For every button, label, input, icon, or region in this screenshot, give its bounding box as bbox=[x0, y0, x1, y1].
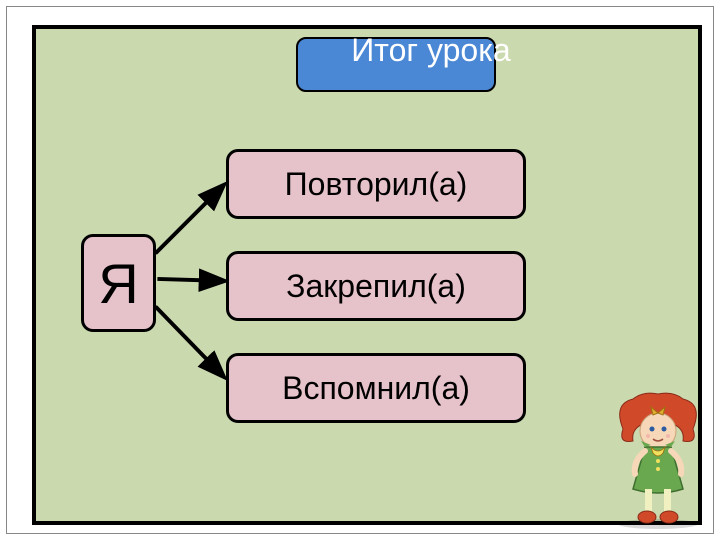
option-zakrepil: Закрепил(а) bbox=[226, 251, 526, 321]
ya-box: Я bbox=[81, 234, 156, 332]
title-text: Итог урока bbox=[321, 32, 541, 69]
option-label: Повторил(а) bbox=[285, 166, 468, 203]
option-label: Вспомнил(а) bbox=[282, 370, 470, 407]
character-illustration bbox=[603, 389, 713, 529]
option-povtoril: Повторил(а) bbox=[226, 149, 526, 219]
option-label: Закрепил(а) bbox=[286, 268, 466, 305]
outer-frame: Итог урока Я Повторил(а) Закрепил(а) Всп… bbox=[6, 6, 714, 534]
inner-panel: Итог урока Я Повторил(а) Закрепил(а) Всп… bbox=[32, 25, 702, 525]
option-vspomnil: Вспомнил(а) bbox=[226, 353, 526, 423]
